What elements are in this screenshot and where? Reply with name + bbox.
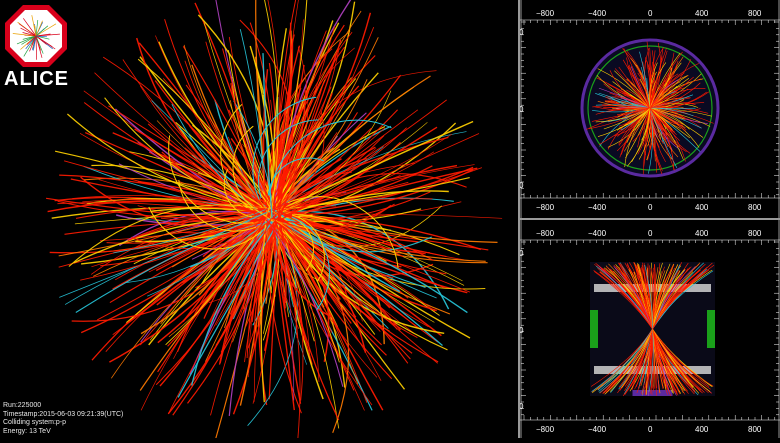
tracks-group	[46, 0, 503, 440]
top-axis-bottom-label-3: 0	[648, 203, 653, 212]
top-axis-label-5: 800	[748, 9, 762, 18]
event-info: Run:225000 Timestamp:2015-06-03 09:21:39…	[3, 402, 123, 436]
bottom-axis-label-3: 0	[648, 229, 653, 238]
top-axis-bottom-label-2: −400	[588, 203, 607, 212]
top-axis-bottom-label-5: 800	[748, 203, 762, 212]
top-axis-bottom-label-4: 400	[695, 203, 709, 212]
top-axis-label-4: 400	[695, 9, 709, 18]
top-left-label-3: 0	[520, 181, 524, 190]
bottom-axis-bottom-label-2: −400	[588, 425, 607, 434]
rphi-display: −800 −400 0 400 800 −800 −400 0 400 800 …	[520, 0, 780, 218]
alice-logo: ALICE	[4, 4, 68, 94]
bottom-axis-bottom-label-3: 0	[648, 425, 653, 434]
axis-ticks	[520, 0, 780, 218]
bottom-axis-label-2: −400	[588, 229, 607, 238]
top-axis-label-3: 0	[648, 9, 653, 18]
horizontal-divider	[520, 218, 780, 220]
bottom-axis-bottom-label-4: 400	[695, 425, 709, 434]
bottom-axis-label-5: 800	[748, 229, 762, 238]
logo-octagon-icon	[5, 5, 67, 67]
top-left-label-1: 0	[520, 28, 524, 37]
rhoz-display: −800 −400 0 400 800 −800 −400 0 400 800 …	[520, 220, 780, 438]
run-number: Run:225000	[3, 402, 42, 410]
top-axis-label-1: −800	[536, 9, 555, 18]
main-event-view[interactable]: ALICE Run:225000 Timestamp:2015-06-03 09…	[0, 0, 518, 440]
bottom-left-label-2: 0	[520, 326, 524, 335]
top-axis-label-2: −400	[588, 9, 607, 18]
colliding-system: Colliding system:p-p	[3, 419, 67, 427]
rphi-projection-view[interactable]: −800 −400 0 400 800 −800 −400 0 400 800 …	[520, 0, 780, 218]
bottom-axis-label-4: 400	[695, 229, 709, 238]
collision-energy: Energy: 13 TeV	[3, 427, 51, 435]
axis-ticks	[520, 220, 780, 438]
brand-name: ALICE	[4, 68, 69, 90]
bottom-axis-label-1: −800	[536, 229, 555, 238]
bottom-left-label-1: 0	[520, 249, 524, 258]
vertical-divider	[518, 0, 520, 438]
top-axis-bottom-label-1: −800	[536, 203, 555, 212]
rhoz-projection-view[interactable]: −800 −400 0 400 800 −800 −400 0 400 800 …	[520, 220, 780, 438]
bottom-axis-bottom-label-1: −800	[536, 425, 555, 434]
top-left-label-2: 0	[520, 105, 524, 114]
bottom-axis-bottom-label-5: 800	[748, 425, 762, 434]
track-display	[46, 0, 503, 440]
rhoz-tracks	[590, 261, 715, 397]
bottom-left-label-3: 0	[520, 402, 524, 411]
timestamp: Timestamp:2015-06-03 09:21:39(UTC)	[3, 410, 124, 418]
rphi-tracks	[580, 38, 720, 178]
